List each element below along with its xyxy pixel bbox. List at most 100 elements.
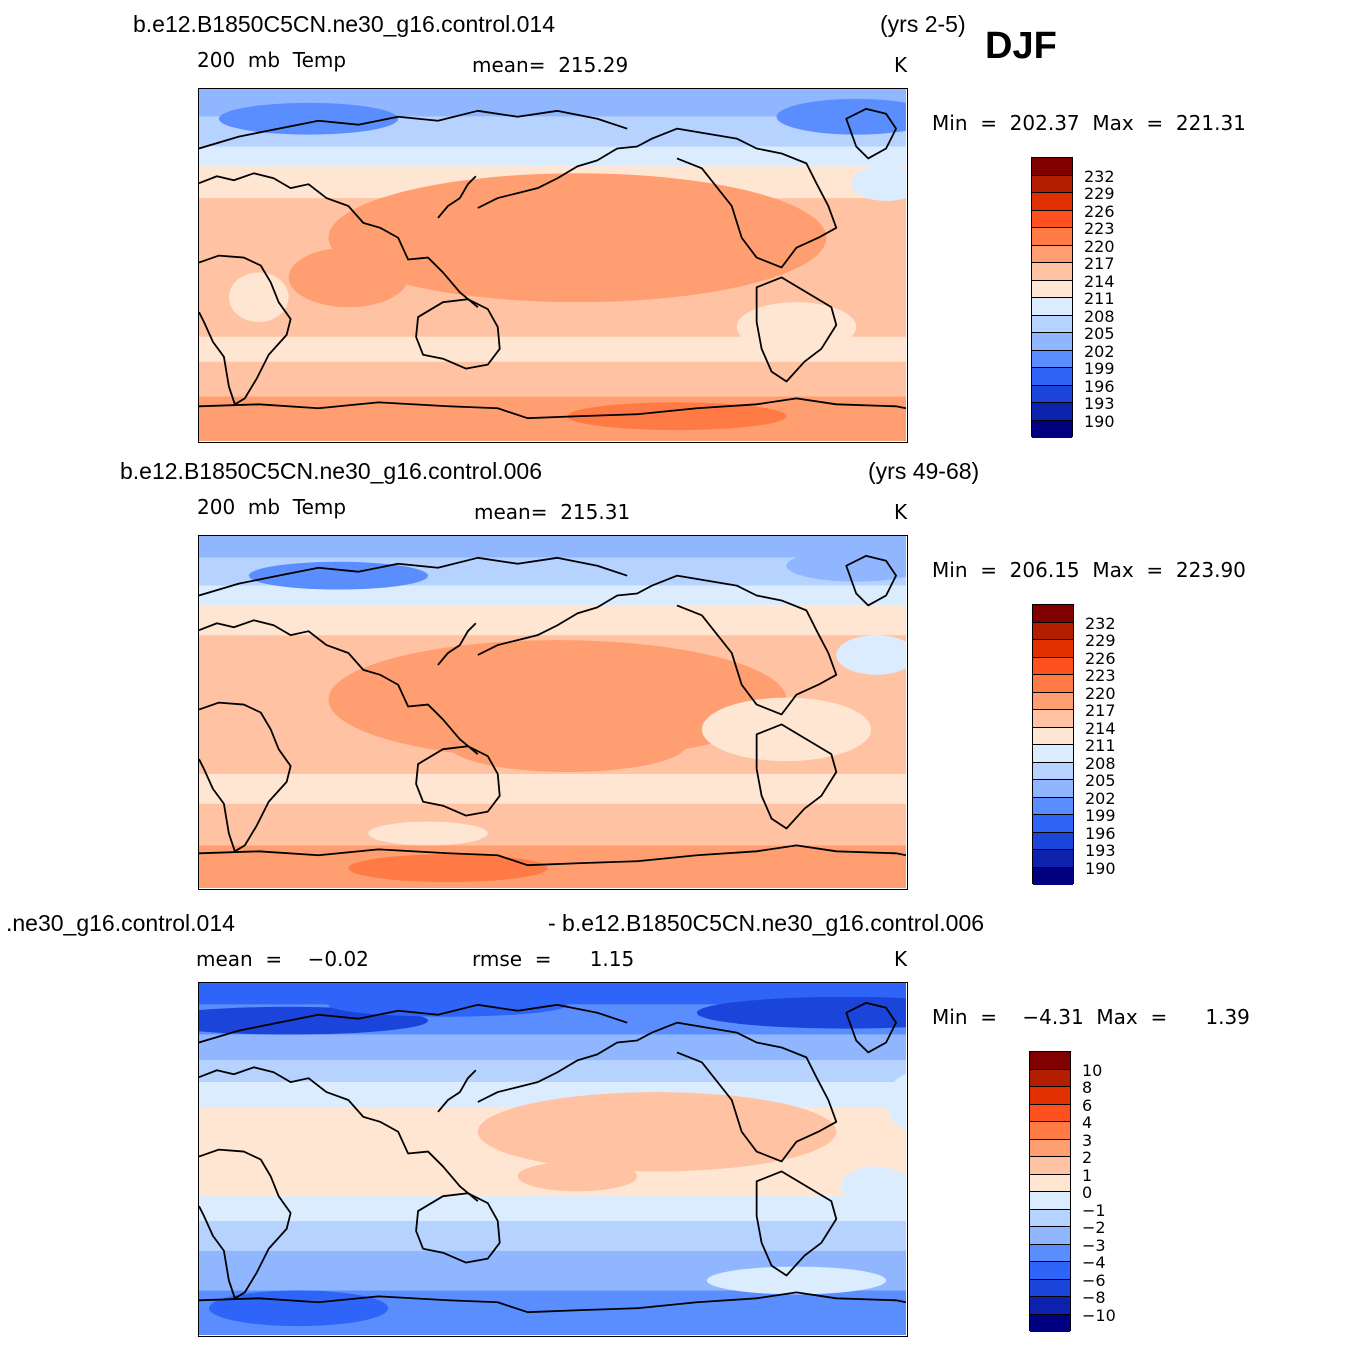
colorbar-tick-label: 1 xyxy=(1082,1165,1093,1185)
coastline xyxy=(845,1001,897,1054)
colorbar-swatch xyxy=(1032,228,1072,246)
colorbar-swatch xyxy=(1032,315,1072,333)
colorbar-tick-label: 217 xyxy=(1085,701,1116,720)
contour-region xyxy=(248,561,429,590)
contour-band xyxy=(199,1060,906,1083)
contour-band xyxy=(199,803,906,846)
colorbar-tick-label: 199 xyxy=(1084,359,1115,378)
colorbar-swatch xyxy=(1030,1069,1070,1087)
panel3-minmax: Min = −4.31 Max = 1.39 xyxy=(932,1005,1250,1029)
colorbar-swatch xyxy=(1030,1104,1070,1122)
colorbar-swatch xyxy=(1033,727,1073,745)
contour-region xyxy=(776,98,906,135)
colorbar-tick-label: 196 xyxy=(1084,376,1115,396)
panel2-units: K xyxy=(894,500,908,524)
coastline xyxy=(477,137,653,209)
contour-region xyxy=(567,402,787,431)
coastline xyxy=(477,1031,653,1103)
coastline xyxy=(415,298,501,370)
coastline xyxy=(199,1066,479,1202)
contour-band xyxy=(199,1220,906,1251)
contour-region xyxy=(447,716,687,772)
colorbar-swatch xyxy=(1030,1157,1070,1175)
coastline xyxy=(199,844,906,867)
coastline xyxy=(199,254,292,406)
panel2-mean: mean= 215.31 xyxy=(474,500,631,524)
colorbar-swatch xyxy=(1032,333,1072,351)
colorbar-swatch xyxy=(1030,1139,1070,1157)
contour-band xyxy=(199,845,906,888)
colorbar-swatch xyxy=(1032,403,1072,421)
colorbar-tick-label: 229 xyxy=(1084,184,1115,203)
colorbar-swatch xyxy=(1030,1297,1070,1315)
colorbar-tick-label: 220 xyxy=(1084,236,1115,256)
contour-band xyxy=(199,1196,906,1221)
colorbar-swatch xyxy=(1033,815,1073,833)
coastline xyxy=(199,1291,906,1314)
colorbar-tick-label: 211 xyxy=(1085,736,1116,755)
contour-band xyxy=(199,1034,906,1061)
colorbar-swatch xyxy=(1033,605,1073,623)
colorbar-swatch xyxy=(1030,1192,1070,1210)
colorbar-swatch xyxy=(1033,850,1073,868)
coastline xyxy=(437,1069,477,1113)
colorbar-tick-label: 196 xyxy=(1085,823,1116,843)
colorbar-swatch xyxy=(1033,657,1073,675)
colorbar-tick-label: −3 xyxy=(1082,1235,1106,1255)
coastline xyxy=(437,622,477,666)
colorbar-tick-label: 217 xyxy=(1084,254,1115,273)
colorbar-tick-label: 226 xyxy=(1084,201,1115,221)
colorbar-swatch xyxy=(1032,193,1072,211)
contour-band xyxy=(199,536,906,558)
coastline xyxy=(199,109,628,150)
colorbar-tick-label: 0 xyxy=(1082,1183,1093,1202)
colorbar-tick-label: 220 xyxy=(1085,683,1116,703)
map-canvas xyxy=(199,536,906,888)
colorbar-swatch xyxy=(1030,1227,1070,1245)
colorbar-swatch xyxy=(1030,1279,1070,1297)
panel1-units: K xyxy=(894,53,908,77)
colorbar-tick-label: 226 xyxy=(1085,648,1116,668)
contour-region xyxy=(477,1092,837,1172)
coastline xyxy=(477,584,653,656)
contour-region xyxy=(886,1073,906,1131)
coastline xyxy=(755,1170,838,1277)
season-label: DJF xyxy=(985,25,1057,67)
colorbar-tick-label: 4 xyxy=(1082,1113,1093,1132)
coastline xyxy=(199,619,479,755)
coastline xyxy=(199,556,628,597)
colorbar-swatch xyxy=(1032,245,1072,263)
colorbar-swatch xyxy=(1032,263,1072,281)
panel3-case-title-right: - b.e12.B1850C5CN.ne30_g16.control.006 xyxy=(548,910,985,936)
colorbar-swatch xyxy=(1030,1052,1070,1070)
colorbar-tick-label: 3 xyxy=(1082,1130,1093,1150)
contour-region xyxy=(517,1161,638,1192)
coastline xyxy=(755,276,838,383)
coastline xyxy=(755,723,838,830)
colorbar-swatch xyxy=(1030,1087,1070,1105)
contour-band xyxy=(199,146,906,167)
coastline xyxy=(199,1003,628,1044)
colorbar-swatch xyxy=(1030,1174,1070,1192)
contour-region xyxy=(328,173,827,303)
colorbar-swatch xyxy=(1033,640,1073,658)
coastline xyxy=(415,745,501,817)
panel2-variable: 200 mb Temp xyxy=(197,495,347,519)
colorbar-swatch xyxy=(1030,1244,1070,1262)
colorbar-tick-label: 232 xyxy=(1084,166,1115,186)
contour-region xyxy=(706,1266,887,1295)
colorbar-swatch xyxy=(1033,832,1073,850)
colorbar-swatch xyxy=(1032,280,1072,298)
colorbar-swatch xyxy=(1033,780,1073,798)
contour-region xyxy=(841,1166,906,1207)
contour-region xyxy=(328,992,568,1017)
contour-region xyxy=(736,302,857,352)
colorbar-tick-label: 202 xyxy=(1085,788,1116,808)
colorbar-tick-label: 223 xyxy=(1084,219,1115,238)
colorbar-swatch xyxy=(1032,350,1072,368)
contour-region xyxy=(208,1290,389,1327)
colorbar-tick-label: −1 xyxy=(1082,1200,1106,1220)
colorbar-swatch xyxy=(1032,175,1072,193)
colorbar-tick-label: 2 xyxy=(1082,1148,1093,1167)
panel3-map xyxy=(198,982,908,1337)
